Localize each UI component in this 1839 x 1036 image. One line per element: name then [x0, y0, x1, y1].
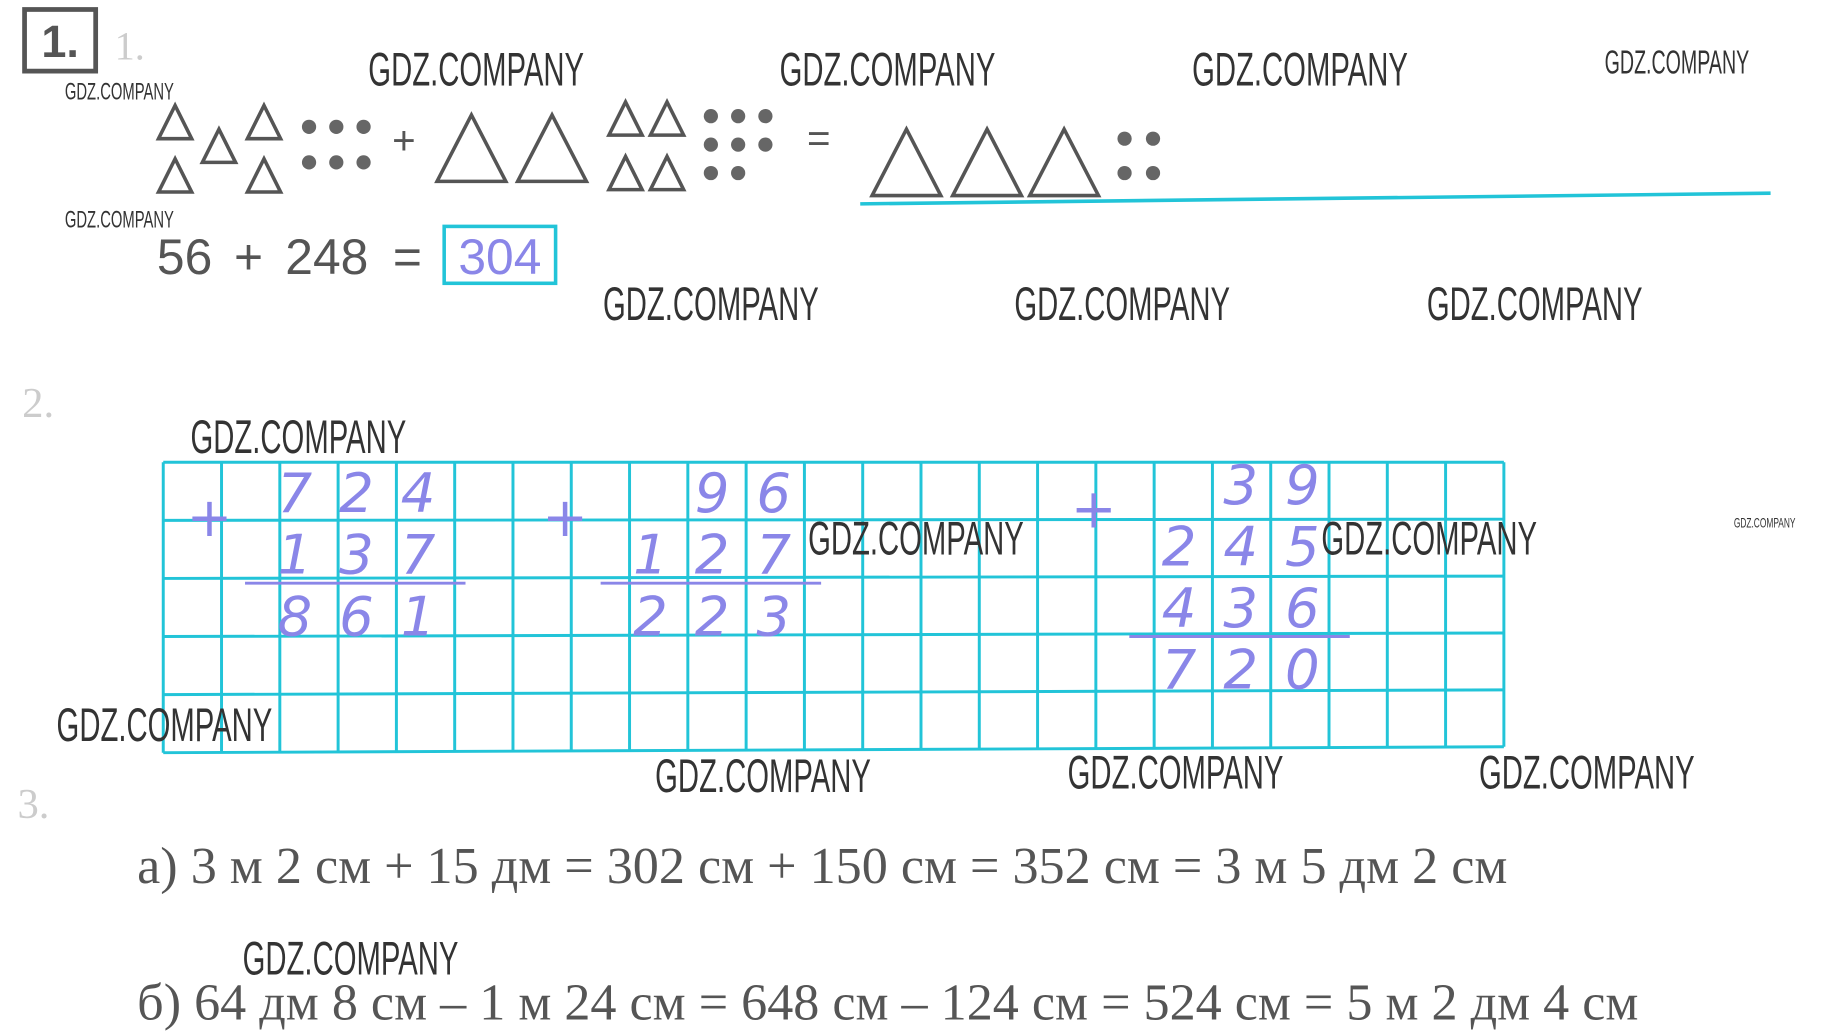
watermark: GDZ.COMPANY — [191, 411, 407, 464]
digit: 4 — [1162, 576, 1197, 640]
equation-part: = — [393, 229, 422, 285]
digit: 2 — [339, 461, 374, 525]
result-digit: 1 — [401, 584, 436, 648]
watermark: GDZ.COMPANY — [603, 278, 819, 331]
equals-sign: = — [807, 116, 831, 161]
watermark: GDZ.COMPANY — [1734, 515, 1796, 531]
result-digit: 3 — [756, 584, 791, 648]
digit: 4 — [1223, 514, 1258, 578]
exercise-label: 2. — [22, 380, 54, 427]
digit: 9 — [1285, 453, 1320, 517]
solution-line: а) 3 м 2 см + 15 дм = 302 см + 150 см = … — [137, 838, 1507, 895]
plus-sign: + — [392, 118, 416, 163]
answer-box — [442, 224, 558, 286]
grid — [161, 460, 1506, 755]
operator: + — [542, 485, 588, 549]
equation-part: 56 — [157, 229, 212, 285]
watermark: GDZ.COMPANY — [655, 750, 871, 803]
watermark: GDZ.COMPANY — [243, 932, 459, 985]
operator: + — [187, 485, 233, 549]
watermark: GDZ.COMPANY — [65, 80, 174, 106]
watermark: GDZ.COMPANY — [808, 513, 1024, 566]
watermark: GDZ.COMPANY — [1068, 746, 1284, 799]
digit: 7 — [401, 523, 436, 587]
watermark: GDZ.COMPANY — [1321, 513, 1537, 566]
task-number: 1. — [41, 16, 79, 67]
digit: 6 — [756, 461, 791, 525]
digit: 3 — [1223, 576, 1258, 640]
digit: 4 — [401, 461, 436, 525]
operator: + — [1071, 476, 1117, 540]
result-digit: 8 — [277, 584, 312, 648]
digit: 7 — [277, 461, 312, 525]
digit: 9 — [695, 461, 730, 525]
digit: 2 — [1162, 514, 1197, 578]
digit: 1 — [277, 523, 312, 587]
exercise-label: 3. — [17, 781, 49, 828]
watermark: GDZ.COMPANY — [57, 699, 273, 752]
result-digit: 7 — [1162, 638, 1197, 702]
grid-line — [163, 631, 1504, 639]
result-digit: 2 — [633, 584, 668, 648]
exercise-label: 1. — [115, 23, 145, 68]
answer-line — [860, 191, 1771, 206]
grid-line — [163, 517, 1504, 522]
digit: 6 — [1285, 576, 1320, 640]
watermark: GDZ.COMPANY — [1014, 278, 1230, 331]
grid-line — [163, 688, 1504, 697]
digit: 3 — [1223, 453, 1258, 517]
dots — [301, 109, 1161, 181]
grid-line — [163, 745, 1504, 755]
equation-part: 248 — [285, 229, 368, 285]
digit: 3 — [339, 523, 374, 587]
digit: 7 — [756, 523, 791, 587]
task-box — [22, 7, 99, 74]
result-digit: 2 — [1223, 638, 1258, 702]
solution-line: б) 64 дм 8 см – 1 м 24 см = 648 см – 124… — [137, 974, 1638, 1031]
equation-part: + — [234, 229, 263, 285]
digit: 2 — [695, 523, 730, 587]
result-digit: 2 — [695, 584, 730, 648]
result-digit: 0 — [1285, 638, 1320, 702]
watermark: GDZ.COMPANY — [1192, 43, 1408, 96]
result-digit: 6 — [339, 584, 374, 648]
watermark: GDZ.COMPANY — [65, 208, 174, 234]
answer: 304 — [458, 229, 541, 285]
grid-line — [163, 574, 1504, 580]
watermark: GDZ.COMPANY — [368, 43, 584, 96]
watermark: GDZ.COMPANY — [1479, 746, 1695, 799]
shapes — [155, 97, 1102, 198]
digit: 5 — [1285, 514, 1320, 578]
digit: 1 — [633, 523, 668, 587]
watermark: GDZ.COMPANY — [1605, 44, 1750, 81]
watermark: GDZ.COMPANY — [780, 43, 996, 96]
watermark: GDZ.COMPANY — [1427, 278, 1643, 331]
